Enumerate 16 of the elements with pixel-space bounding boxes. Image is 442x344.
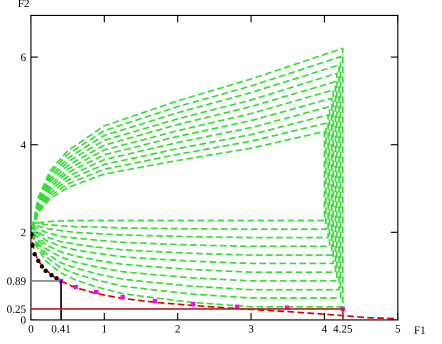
x-tick-label: 4.25 — [333, 325, 352, 333]
x-tick-label: 4 — [322, 325, 328, 332]
y-tick-label: 6 — [21, 54, 26, 62]
y-tick-label: 0.89 — [7, 277, 26, 285]
x-tick-label: 0.41 — [52, 325, 70, 333]
y-axis-title: F2 — [18, 0, 29, 8]
x-tick-label: 0 — [28, 325, 34, 333]
x-tick-label: 1 — [102, 325, 106, 332]
x-axis-title: F1 — [414, 326, 426, 334]
x-tick-label: 3 — [248, 325, 254, 333]
y-tick-label: 2 — [21, 228, 26, 236]
x-tick-label: 5 — [396, 325, 400, 333]
y-tick-label: 4 — [20, 141, 26, 149]
x-tick-label: 2 — [175, 325, 180, 332]
y-tick-label: 0.25 — [7, 305, 26, 313]
y-tick-label: 0 — [20, 316, 26, 324]
